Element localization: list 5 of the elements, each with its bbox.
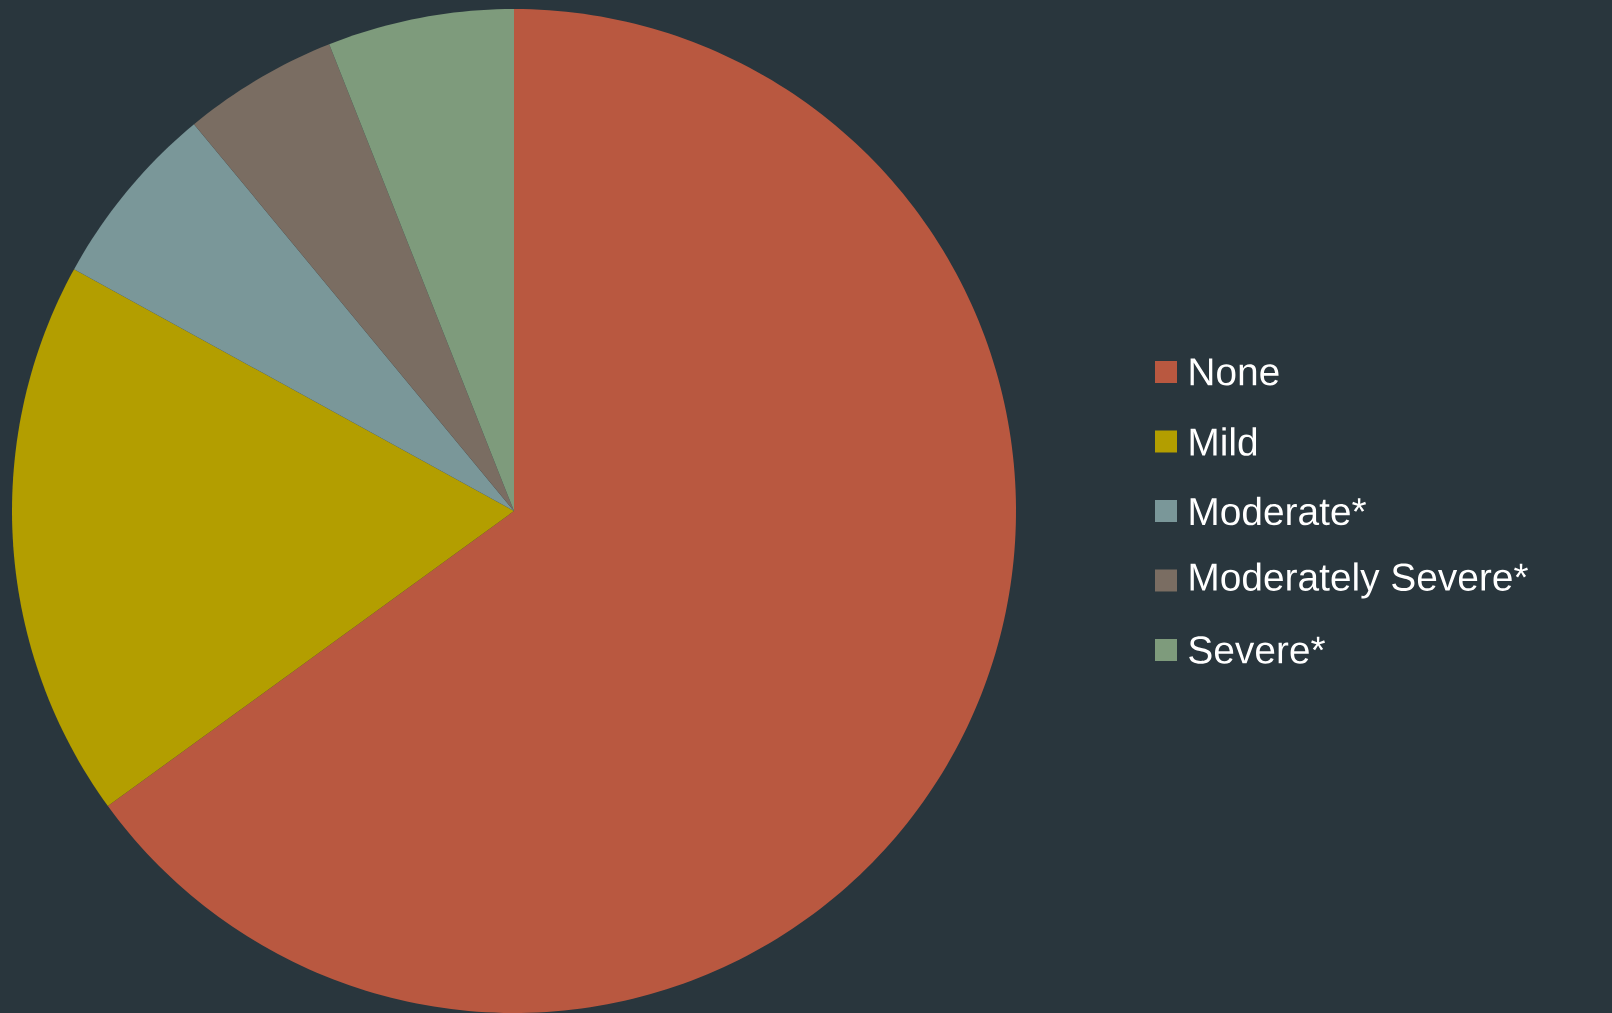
legend-label: Severe* [1189,636,1325,664]
legend-label: None [1190,358,1279,386]
legend-label: Moderate* [1190,496,1367,526]
legend-label: Mild [1190,427,1257,456]
legend-label: Moderately Severe* [1190,562,1528,599]
